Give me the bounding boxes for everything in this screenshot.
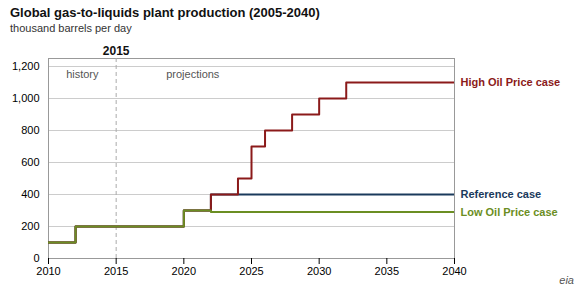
svg-text:2020: 2020 (172, 265, 196, 277)
svg-text:2040: 2040 (442, 265, 466, 277)
svg-text:200: 200 (21, 220, 39, 232)
svg-text:Low Oil Price case: Low Oil Price case (461, 206, 558, 218)
svg-text:2010: 2010 (36, 265, 60, 277)
svg-text:400: 400 (21, 188, 39, 200)
svg-text:800: 800 (21, 124, 39, 136)
svg-text:1,200: 1,200 (12, 60, 40, 72)
svg-text:High Oil Price case: High Oil Price case (461, 76, 561, 88)
html-text:eia: eia (559, 274, 574, 286)
svg-text:2015: 2015 (104, 265, 128, 277)
svg-text:projections: projections (166, 68, 220, 80)
svg-text:2015: 2015 (103, 44, 130, 58)
html-text:thousand barrels per day: thousand barrels per day (10, 22, 132, 34)
svg-text:history: history (66, 68, 99, 80)
svg-text:1,000: 1,000 (12, 92, 40, 104)
html-text:Global gas-to-liquids plant pr: Global gas-to-liquids plant production (… (10, 5, 320, 20)
svg-text:600: 600 (21, 156, 39, 168)
svg-text:2035: 2035 (375, 265, 399, 277)
svg-text:2025: 2025 (239, 265, 263, 277)
svg-text:Reference case: Reference case (461, 188, 542, 200)
svg-text:0: 0 (33, 252, 39, 264)
svg-text:2030: 2030 (307, 265, 331, 277)
